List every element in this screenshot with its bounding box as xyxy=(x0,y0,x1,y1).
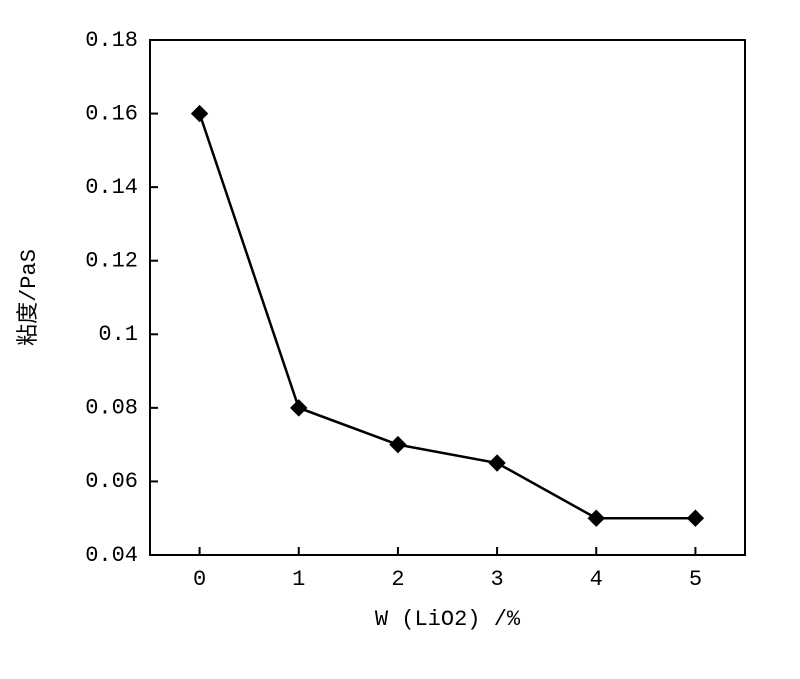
x-axis-title: W (LiO2) /% xyxy=(375,607,521,632)
x-tick-label: 3 xyxy=(490,567,503,592)
x-tick-label: 0 xyxy=(193,567,206,592)
y-tick-label: 0.18 xyxy=(85,28,138,53)
viscosity-chart: 0.04 0.06 0.08 0.1 0.12 0.14 0.16 0.18 0 1 2 3 4 5 粘度/… xyxy=(0,0,800,679)
y-tick-label: 0.04 xyxy=(85,543,138,568)
y-tick-label: 0.1 xyxy=(98,322,138,347)
y-tick-label: 0.12 xyxy=(85,249,138,274)
x-tick-label: 5 xyxy=(689,567,702,592)
y-tick-label: 0.06 xyxy=(85,469,138,494)
y-tick-label: 0.16 xyxy=(85,101,138,126)
x-tick-label: 1 xyxy=(292,567,305,592)
x-tick-label: 4 xyxy=(590,567,603,592)
chart-svg: 0.04 0.06 0.08 0.1 0.12 0.14 0.16 0.18 0 1 2 3 4 5 粘度/… xyxy=(0,0,800,679)
y-tick-label: 0.08 xyxy=(85,396,138,421)
y-tick-label: 0.14 xyxy=(85,175,138,200)
y-axis-title: 粘度/PaS xyxy=(16,249,42,346)
x-tick-label: 2 xyxy=(391,567,404,592)
